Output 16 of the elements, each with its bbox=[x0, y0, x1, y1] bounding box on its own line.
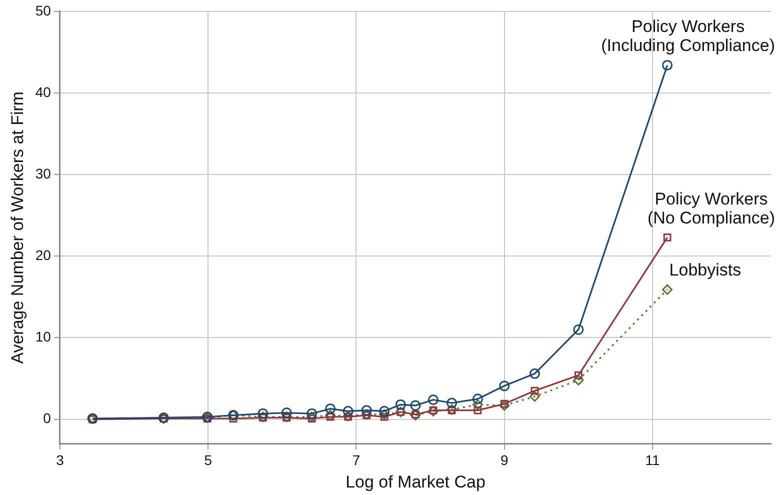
x-tick-label: 11 bbox=[645, 452, 660, 468]
x-tick-label: 5 bbox=[204, 452, 212, 468]
y-axis-title: Average Number of Workers at Firm bbox=[8, 91, 27, 364]
x-tick-label: 7 bbox=[352, 452, 360, 468]
x-tick-label: 9 bbox=[500, 452, 508, 468]
y-tick-label: 10 bbox=[35, 328, 52, 345]
y-tick-label: 30 bbox=[35, 165, 52, 182]
series-label: Policy Workers (No Compliance) bbox=[647, 189, 776, 228]
y-tick-label: 50 bbox=[35, 2, 52, 18]
x-axis-title: Log of Market Cap bbox=[346, 472, 486, 492]
x-tick-label: 3 bbox=[56, 452, 64, 468]
y-tick-label: 0 bbox=[43, 410, 52, 426]
y-tick-label: 20 bbox=[35, 247, 52, 264]
series-label: Lobbyists bbox=[669, 260, 742, 280]
series-label: Policy Workers (Including Compliance) bbox=[601, 17, 776, 56]
y-tick-label: 40 bbox=[35, 84, 52, 100]
